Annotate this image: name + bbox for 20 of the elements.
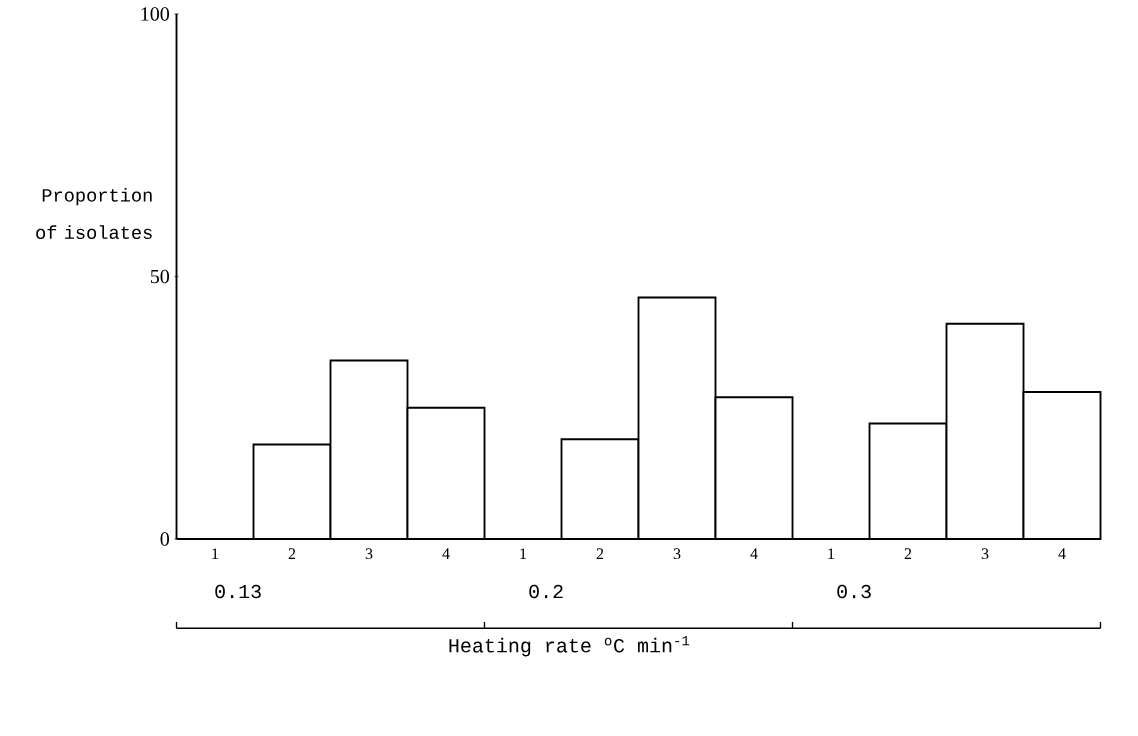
x-tick-label: 1 xyxy=(212,548,219,559)
x-axis-title: Heating rate $^{o}$C min$^{-1}$ xyxy=(449,636,690,657)
x-tick-label: 2 xyxy=(904,548,912,559)
y-tick-label: 0 xyxy=(160,532,170,546)
x-tick-label: 4 xyxy=(1058,548,1066,559)
text: 0.13 xyxy=(215,584,261,599)
x-tick-label: 2 xyxy=(596,548,604,559)
x-tick-label: 1 xyxy=(520,548,527,559)
x-tick-label: 1 xyxy=(828,548,835,559)
x-tick-label: 4 xyxy=(750,548,758,559)
x-tick-label: 3 xyxy=(981,548,989,560)
text: 0.3 xyxy=(837,584,871,599)
y-tick-label: 100 xyxy=(141,7,170,21)
y-tick-label: 50 xyxy=(150,269,170,284)
y-axis-title: Proportion of isolates xyxy=(36,187,152,240)
x-tick-label: 3 xyxy=(365,548,373,560)
x-tick-label: 2 xyxy=(288,548,296,559)
x-tick-label: 4 xyxy=(442,548,450,559)
text: 0.2 xyxy=(529,584,563,599)
x-tick-label: 3 xyxy=(673,548,681,560)
